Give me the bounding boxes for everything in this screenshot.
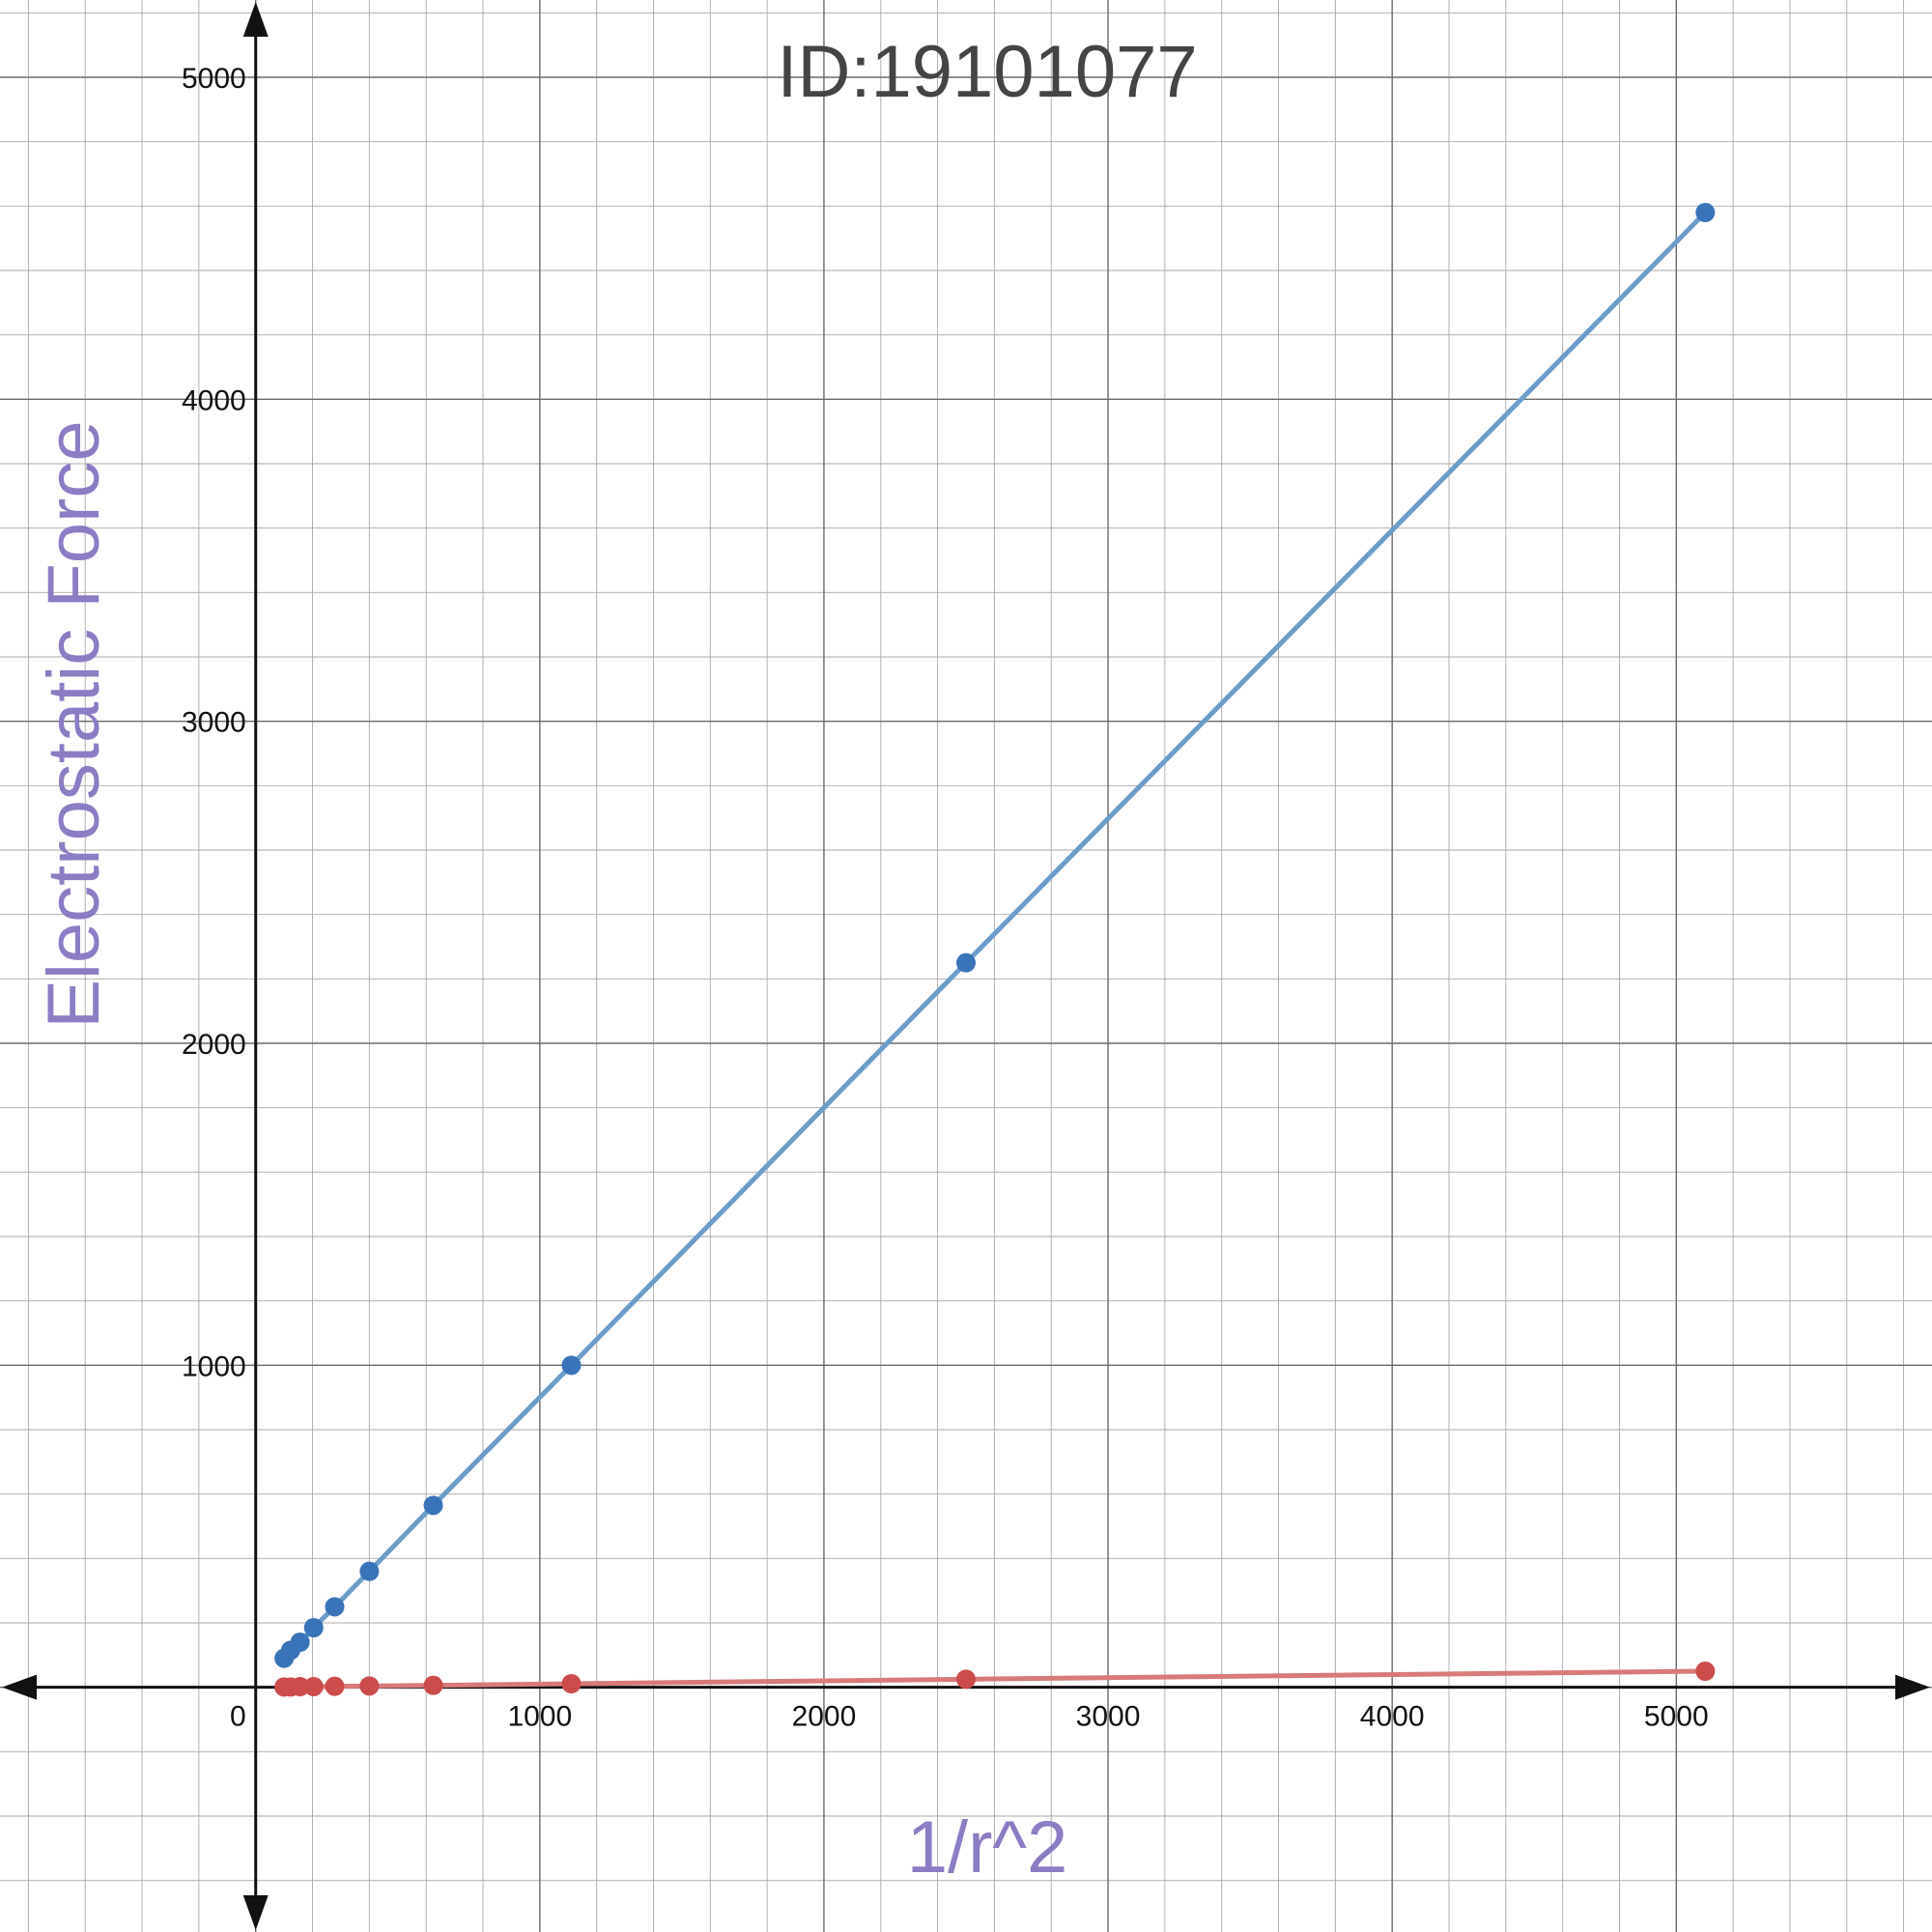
data-point[interactable] — [359, 1561, 380, 1581]
x-tick-label: 3000 — [1076, 1701, 1141, 1733]
y-axis-arrow-down — [242, 1895, 269, 1930]
x-tick-label: 5000 — [1644, 1701, 1709, 1733]
data-point[interactable] — [956, 1669, 976, 1690]
series-layer — [274, 203, 1716, 1697]
y-tick-label: 5000 — [182, 63, 246, 95]
series-red — [274, 1662, 1716, 1697]
x-tick-label: 2000 — [792, 1701, 857, 1733]
series-blue — [274, 203, 1716, 1668]
data-point[interactable] — [325, 1676, 345, 1696]
chart-title: ID:19101077 — [777, 31, 1197, 113]
origin-label: 0 — [230, 1701, 246, 1733]
data-point[interactable] — [290, 1677, 310, 1696]
data-point[interactable] — [1695, 203, 1716, 222]
data-point[interactable] — [423, 1675, 443, 1695]
y-tick-label: 4000 — [182, 384, 246, 416]
data-point[interactable] — [303, 1677, 324, 1696]
x-tick-label: 4000 — [1360, 1701, 1425, 1733]
data-point[interactable] — [303, 1618, 324, 1637]
data-point[interactable] — [561, 1674, 582, 1693]
y-tick-label: 3000 — [182, 707, 246, 739]
x-axis-title: 1/r^2 — [907, 1806, 1068, 1889]
y-axis-arrow-up — [242, 2, 269, 37]
data-point[interactable] — [325, 1597, 345, 1617]
y-tick-label: 2000 — [182, 1029, 246, 1061]
data-point[interactable] — [423, 1495, 443, 1516]
x-axis-arrow-right — [1895, 1674, 1930, 1700]
y-tick-label: 1000 — [182, 1350, 246, 1382]
x-tick-label: 1000 — [507, 1701, 572, 1733]
tick-labels: 1000 2000 3000 4000 5000 1000 2000 3000 4000 5000… — [182, 63, 1709, 1733]
y-axis-title: Electrostatic Force — [33, 420, 115, 1028]
data-point[interactable] — [561, 1355, 582, 1376]
data-point[interactable] — [956, 952, 976, 973]
data-point[interactable] — [290, 1633, 310, 1652]
x-axis-arrow-left — [2, 1674, 37, 1700]
data-point[interactable] — [1695, 1662, 1716, 1681]
data-point[interactable] — [359, 1676, 380, 1696]
